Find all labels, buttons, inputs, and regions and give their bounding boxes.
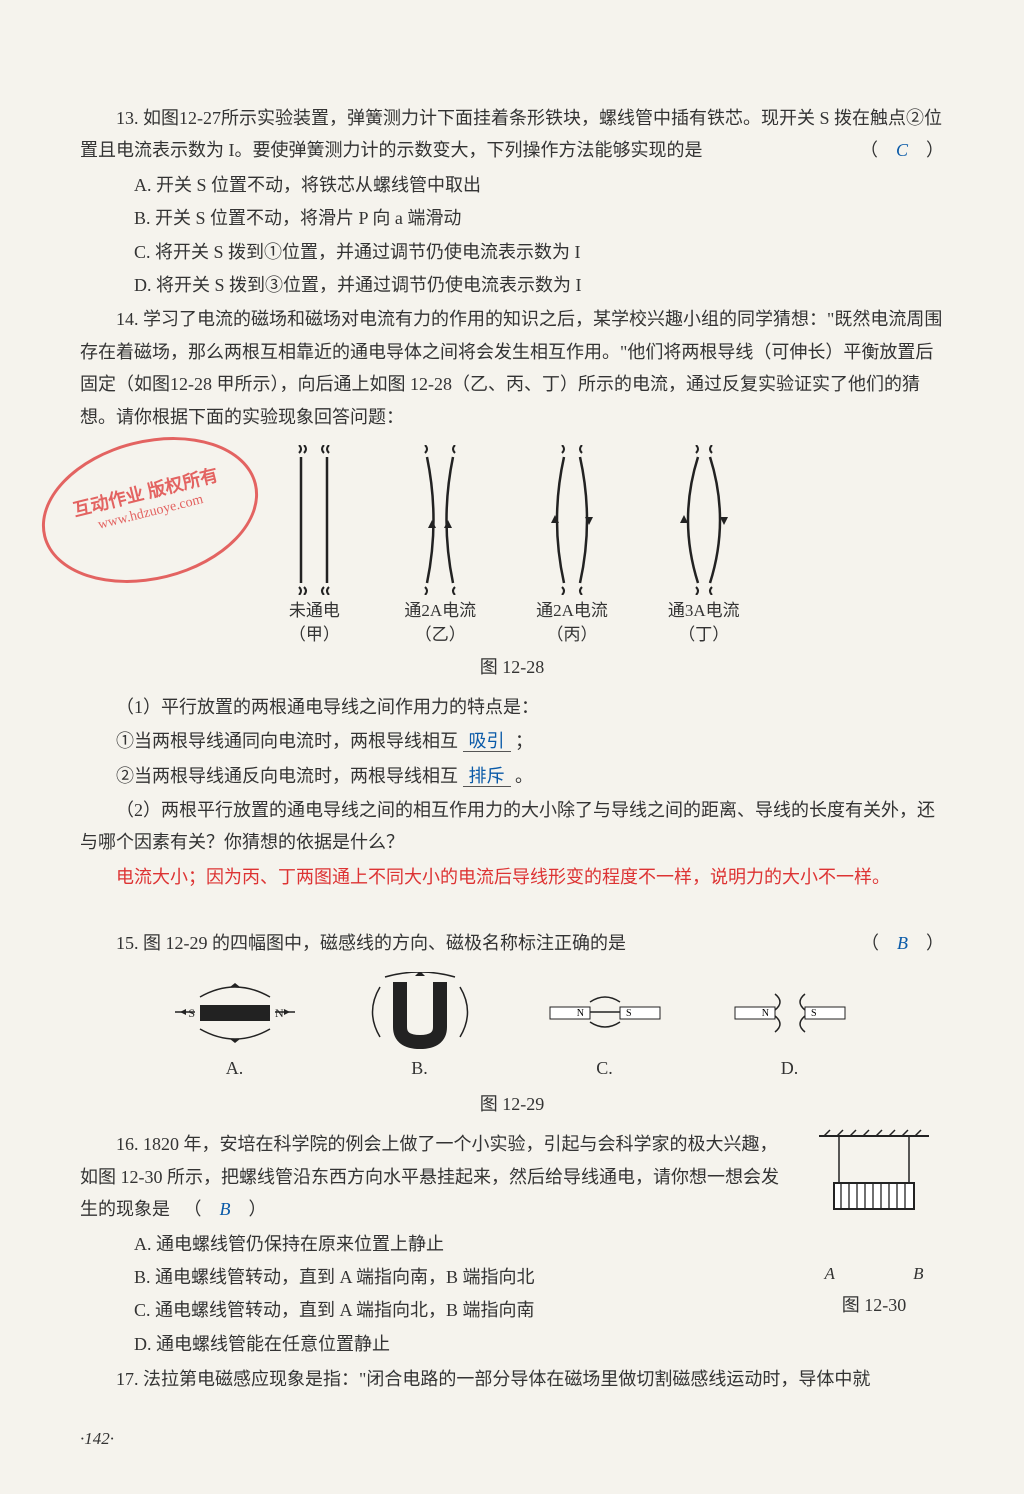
q15-answer-paren: （ B ）	[825, 927, 944, 959]
q13-answer-paren: （ C ）	[824, 134, 944, 166]
fig-12-28-b: 通2A电流 （乙）	[404, 445, 476, 647]
fig-12-29-d: N S D.	[725, 972, 855, 1084]
svg-text:N: N	[761, 1008, 768, 1019]
fig-b-top: 通2A电流	[404, 601, 476, 620]
svg-text:S: S	[188, 1006, 195, 1020]
fig-12-28-caption: 图 12-28	[80, 651, 944, 683]
q13-answer: C	[896, 140, 908, 160]
fig-29-c-label: C.	[596, 1052, 613, 1084]
fig-c-top: 通2A电流	[536, 601, 608, 620]
wire-diagram-parallel	[284, 445, 344, 595]
q14-line1a: ①当两根导线通同向电流时，两根导线相互	[116, 731, 458, 751]
like-poles-icon: N S	[540, 972, 670, 1052]
unlike-poles-icon: N S	[725, 972, 855, 1052]
fig-12-29-a: S N A.	[170, 972, 300, 1084]
figure-12-28: 未通电 （甲） 通2A电流 （乙） 通2A电流 （丙）	[80, 445, 944, 647]
fig-b-label: （乙）	[415, 625, 466, 644]
q16-answer-paren: （ B ）	[175, 1199, 267, 1219]
q14-line2a: ②当两根导线通反向电流时，两根导线相互	[116, 766, 458, 786]
q13-stem: 13. 如图12-27所示实验装置，弹簧测力计下面挂着条形铁块，螺线管中插有铁芯…	[80, 102, 944, 167]
u-magnet-icon	[355, 972, 485, 1052]
fig-29-d-label: D.	[781, 1052, 799, 1084]
svg-text:N: N	[576, 1008, 583, 1019]
svg-text:S: S	[626, 1008, 632, 1019]
q14-line1b: ；	[515, 731, 533, 751]
fig-29-b-label: B.	[411, 1052, 428, 1084]
bar-magnet-icon: S N	[170, 972, 300, 1052]
fig-29-a-label: A.	[226, 1052, 244, 1084]
q14-ans1a: 吸引	[463, 731, 511, 752]
figure-12-29: S N A. B. N S	[80, 972, 944, 1084]
fig-12-29-caption: 图 12-29	[80, 1088, 944, 1120]
fig-a-label: （甲）	[289, 625, 340, 644]
page-number: ·142·	[80, 1424, 944, 1455]
q14-stem: 14. 学习了电流的磁场和磁场对电流有力的作用的知识之后，某学校兴趣小组的同学猜…	[80, 303, 944, 433]
q13-optA: A. 开关 S 位置不动，将铁芯从螺线管中取出	[80, 169, 944, 201]
svg-text:N: N	[275, 1006, 284, 1020]
page-content: 13. 如图12-27所示实验装置，弹簧测力计下面挂着条形铁块，螺线管中插有铁芯…	[0, 0, 1024, 1494]
wire-diagram-attract	[410, 445, 470, 595]
fig-12-29-c: N S C.	[540, 972, 670, 1084]
q16-answer: B	[220, 1199, 231, 1219]
wire-diagram-repel	[542, 445, 602, 595]
q14-line2: ②当两根导线通反向电流时，两根导线相互 排斥 。	[80, 760, 944, 792]
q13-optB: B. 开关 S 位置不动，将滑片 P 向 a 端滑动	[80, 202, 944, 234]
q17-stem: 17. 法拉第电磁感应现象是指："闭合电路的一部分导体在磁场里做切割磁感线运动时…	[80, 1363, 944, 1395]
q13-optC: C. 将开关 S 拨到①位置，并通过调节仍使电流表示数为 I	[80, 236, 944, 268]
fig30-A: A	[825, 1264, 835, 1283]
fig30-B: B	[913, 1264, 923, 1283]
fig-12-29-b: B.	[355, 972, 485, 1084]
q16-optD: D. 通电螺线管能在任意位置静止	[80, 1328, 944, 1360]
fig-12-30-caption: 图 12-30	[804, 1289, 944, 1321]
solenoid-hanging-icon	[809, 1128, 939, 1248]
q14-part2: （2）两根平行放置的通电导线之间的相互作用力的大小除了与导线之间的距离、导线的长…	[80, 794, 944, 859]
wire-diagram-repel-strong	[674, 445, 734, 595]
q14-ans2a: 排斥	[463, 766, 511, 787]
q14-line1: ①当两根导线通同向电流时，两根导线相互 吸引 ；	[80, 725, 944, 757]
fig-d-top: 通3A电流	[668, 601, 740, 620]
q15-stem: 15. 图 12-29 的四幅图中，磁感线的方向、磁极名称标注正确的是 （ B …	[80, 927, 944, 959]
figure-12-30: A B 图 12-30	[804, 1128, 944, 1321]
q15-answer: B	[897, 933, 908, 953]
q15-text: 15. 图 12-29 的四幅图中，磁感线的方向、磁极名称标注正确的是	[116, 933, 626, 953]
q14-part1: （1）平行放置的两根通电导线之间作用力的特点是：	[80, 691, 944, 723]
q14-line2b: 。	[515, 766, 533, 786]
fig-12-28-d: 通3A电流 （丁）	[668, 445, 740, 647]
fig-d-label: （丁）	[678, 625, 729, 644]
fig-a-top: 未通电	[289, 601, 340, 620]
q14-ans2: 电流大小；因为丙、丁两图通上不同大小的电流后导线形变的程度不一样，说明力的大小不…	[80, 861, 944, 893]
q13-optD: D. 将开关 S 拨到③位置，并通过调节仍使电流表示数为 I	[80, 269, 944, 301]
fig-12-28-a: 未通电 （甲）	[284, 445, 344, 647]
fig-12-28-c: 通2A电流 （丙）	[536, 445, 608, 647]
q13-text: 13. 如图12-27所示实验装置，弹簧测力计下面挂着条形铁块，螺线管中插有铁芯…	[80, 108, 942, 160]
fig-c-label: （丙）	[547, 625, 598, 644]
svg-text:S: S	[811, 1008, 817, 1019]
